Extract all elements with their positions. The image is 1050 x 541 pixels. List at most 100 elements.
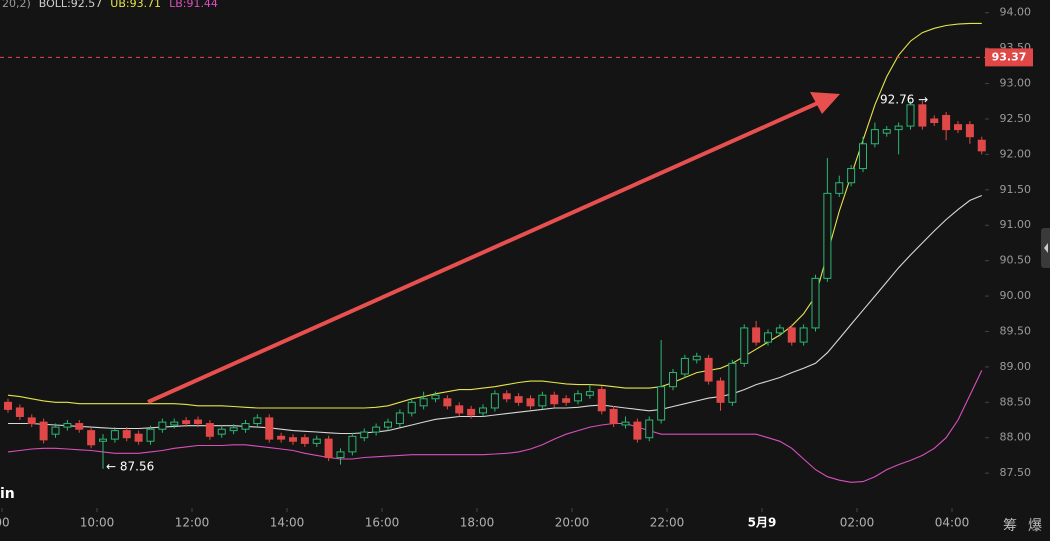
candle-body <box>835 182 844 194</box>
candle-body <box>609 408 618 425</box>
x-tick-label: 02:00 <box>840 516 875 530</box>
x-tick-label: 14:00 <box>270 516 305 530</box>
indicator-label: UB:93.71 <box>110 0 161 10</box>
x-tick-label: 10:00 <box>80 516 115 530</box>
candle-body <box>134 433 143 442</box>
candle-body <box>194 419 202 425</box>
candle-body <box>692 355 701 361</box>
candle-body <box>490 393 499 409</box>
x-tick-label: 20:00 <box>555 516 590 530</box>
candle-body <box>882 129 891 134</box>
trend-arrow <box>147 100 821 404</box>
candle-body <box>965 124 974 138</box>
candle-body <box>526 398 535 407</box>
icon-chips[interactable]: 筹 <box>1003 517 1017 534</box>
candle-body <box>467 408 476 416</box>
candle-body <box>502 393 511 400</box>
candle-body <box>716 380 725 403</box>
candle-body <box>431 394 440 400</box>
candle-body <box>811 277 820 329</box>
candle-body <box>277 435 286 440</box>
candle-body <box>99 438 107 442</box>
candle-body <box>241 423 250 430</box>
candle-body <box>170 421 179 426</box>
candle-body <box>289 437 297 442</box>
candle-body <box>407 401 416 414</box>
candle-body <box>514 396 523 403</box>
candle-body <box>4 401 12 410</box>
candle-body <box>704 357 713 382</box>
candle-body <box>110 430 119 440</box>
candle-body <box>395 412 404 425</box>
y-tick-label: 88.50 <box>1000 395 1032 408</box>
candle-body <box>680 357 689 375</box>
candle-body <box>419 398 428 407</box>
y-tick-label: 92.50 <box>1000 112 1032 125</box>
x-tick-label: 00 <box>0 516 10 530</box>
y-tick-label: 90.50 <box>1000 254 1032 267</box>
candle-body <box>205 423 214 437</box>
indicator-label: 20,2) <box>2 0 31 10</box>
candle-body <box>657 386 666 421</box>
x-tick-label: 16:00 <box>365 516 400 530</box>
x-tick-label: 22:00 <box>650 516 685 530</box>
low-label: ← 87.56 <box>106 460 154 474</box>
candle-body <box>574 393 582 402</box>
candle-body <box>122 430 131 439</box>
y-tick-label: 89.50 <box>1000 324 1032 337</box>
candle-body <box>954 124 962 131</box>
candle-body <box>300 437 309 444</box>
y-tick-label: 94.00 <box>1000 6 1032 19</box>
candle-body <box>229 427 238 432</box>
icon-burst[interactable]: 爆 <box>1028 518 1042 534</box>
candle-body <box>324 438 333 459</box>
candle-body <box>942 114 951 131</box>
y-tick-label: 92.00 <box>1000 147 1032 160</box>
x-tick-label: 5月9 <box>748 516 777 530</box>
candle-body <box>63 423 72 428</box>
candle-body <box>182 420 191 425</box>
candle-body <box>823 192 832 279</box>
y-tick-label: 87.50 <box>1000 466 1032 479</box>
candle-body <box>752 327 761 343</box>
candle-body <box>906 104 915 127</box>
candle-body <box>799 327 808 343</box>
candle-body <box>39 421 48 441</box>
candle-body <box>918 104 927 127</box>
candle-body <box>265 417 274 440</box>
y-tick-label: 89.00 <box>1000 360 1032 373</box>
interval-label: in <box>0 486 15 502</box>
candle-body <box>597 389 606 412</box>
candle-body <box>336 451 345 459</box>
y-tick-label: 91.50 <box>1000 183 1032 196</box>
side-tab-icon <box>1044 243 1048 253</box>
candle-body <box>669 372 677 388</box>
candle-body <box>51 426 60 435</box>
last-price-label: 93.37 <box>992 50 1027 63</box>
candle-body <box>775 327 784 334</box>
candle-body <box>87 430 96 446</box>
x-tick-label: 12:00 <box>175 516 210 530</box>
candle-body <box>479 407 487 414</box>
x-tick-label: 04:00 <box>935 516 970 530</box>
candle-body <box>859 143 867 170</box>
candle-body <box>633 421 642 440</box>
boll-line <box>7 370 983 483</box>
candle-body <box>764 332 772 343</box>
indicator-label: LB:91.44 <box>169 0 218 10</box>
y-tick-label: 91.00 <box>1000 218 1032 231</box>
candle-body <box>894 125 903 131</box>
indicator-label: BOLL:92.57 <box>39 0 102 10</box>
candle-body <box>348 435 357 453</box>
y-tick-label: 90.00 <box>1000 289 1032 302</box>
candle-body <box>443 398 452 407</box>
candle-body <box>360 431 369 439</box>
candle-body <box>977 139 986 152</box>
candle-body <box>787 327 796 343</box>
high-label: 92.76 → <box>880 93 928 107</box>
last-price-box <box>985 48 1033 67</box>
y-tick-label: 88.00 <box>1000 431 1032 444</box>
candle-body <box>728 362 737 403</box>
